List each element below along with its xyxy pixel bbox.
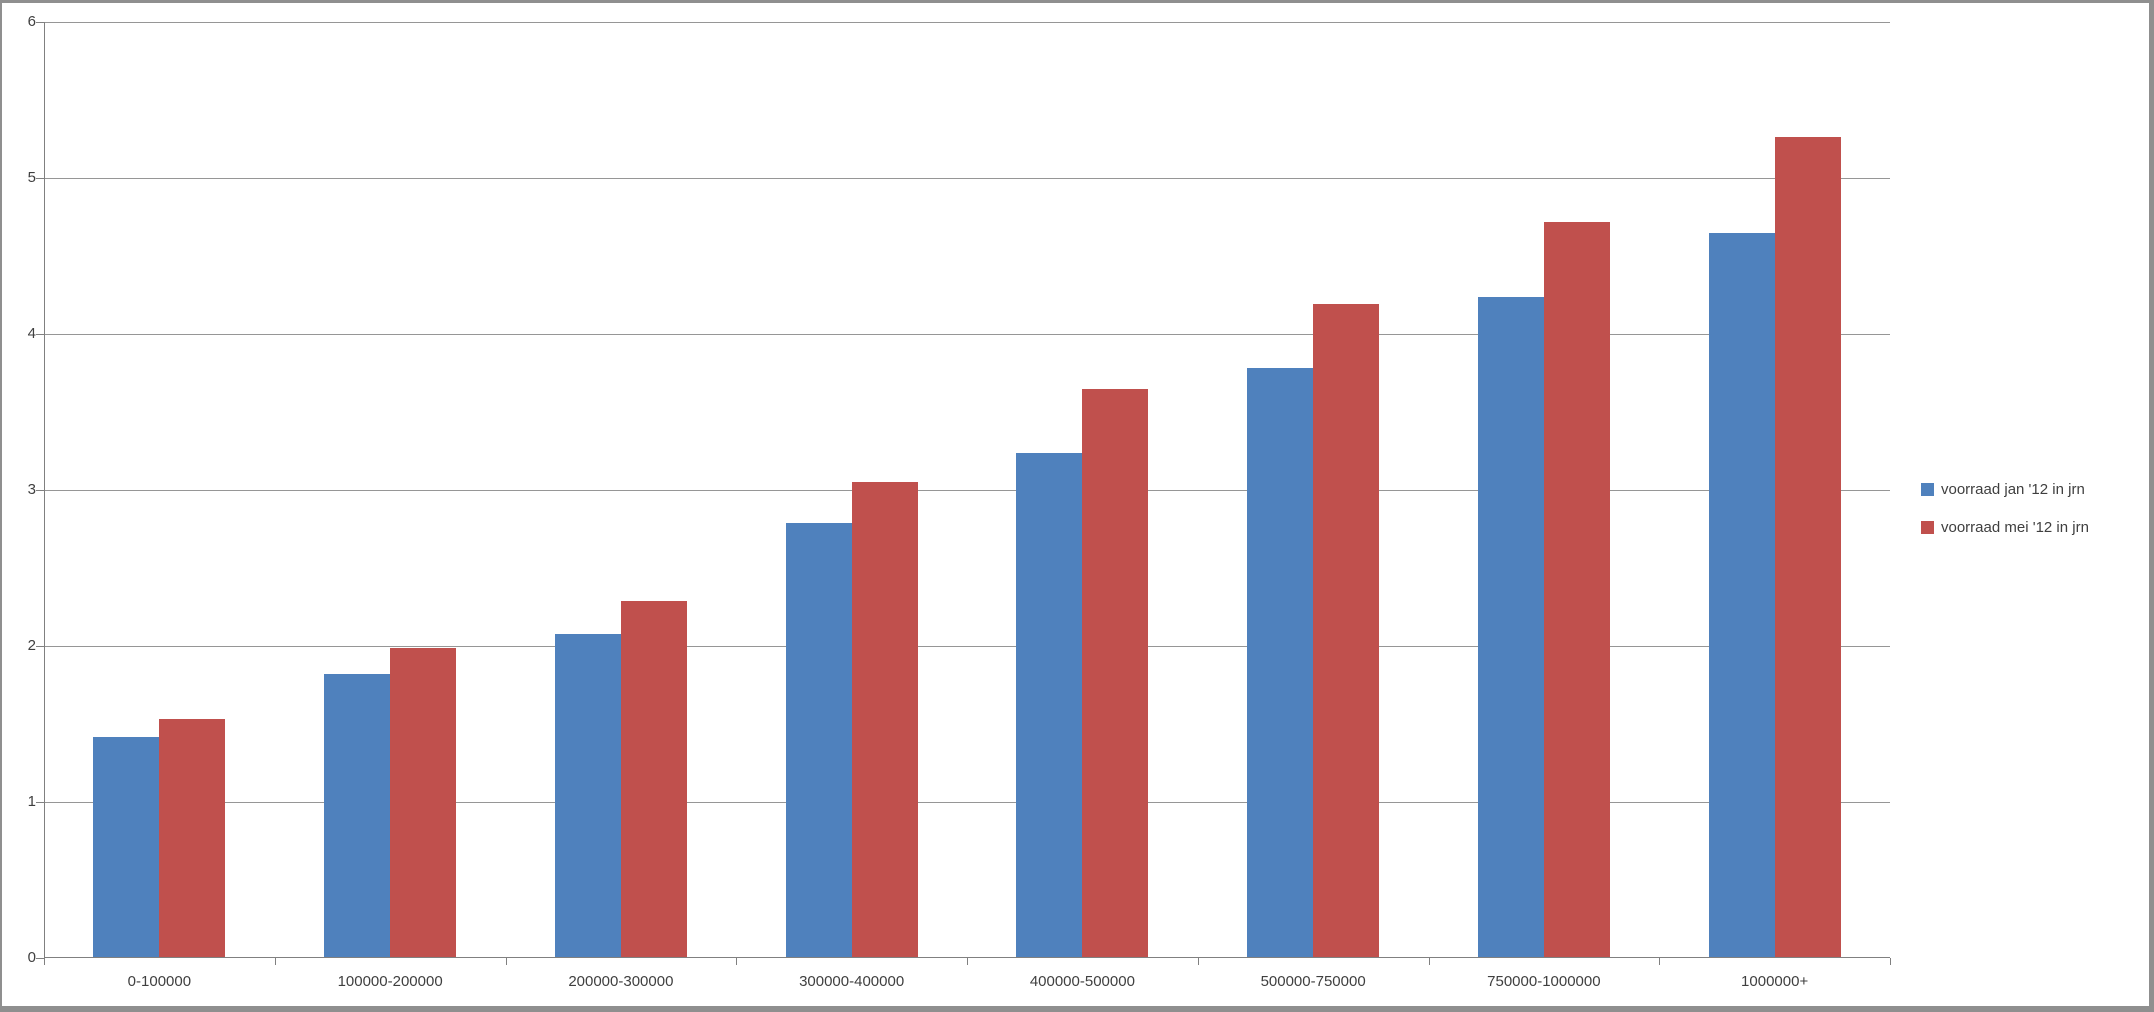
bar-series1-1000000+[interactable]	[1774, 137, 1841, 958]
y-axis-label-6: 6	[27, 13, 36, 30]
bar-series0-400000-500000[interactable]	[1016, 452, 1083, 958]
category-group-5	[1198, 22, 1429, 958]
y-axis-label-2: 2	[27, 637, 36, 654]
x-axis-label-2: 200000-300000	[568, 973, 674, 990]
bar-series0-100000-200000[interactable]	[324, 674, 391, 958]
x-tick-7	[1659, 958, 1661, 965]
y-tick-1	[36, 802, 44, 803]
gridline-y-6	[44, 22, 1890, 23]
x-tick-1	[274, 958, 276, 965]
legend-label: voorraad jan '12 in jrn	[1941, 480, 2085, 498]
gridline-y-1	[44, 802, 1890, 803]
bars-row	[44, 22, 1890, 958]
legend-item-0[interactable]: voorraad jan '12 in jrn	[1921, 480, 2089, 498]
category-group-1	[275, 22, 506, 958]
y-tick-2	[36, 646, 44, 647]
category-group-7	[1659, 22, 1890, 958]
bar-series0-750000-1000000[interactable]	[1477, 296, 1544, 958]
y-tick-0	[36, 958, 44, 959]
y-axis-label-1: 1	[27, 793, 36, 810]
x-tick-4	[967, 958, 968, 965]
gridline-y-3	[44, 490, 1890, 491]
y-axis-label-0: 0	[27, 949, 36, 966]
bar-series1-200000-300000[interactable]	[620, 600, 687, 958]
x-axis-label-4: 400000-500000	[1029, 973, 1135, 990]
y-axis-line	[44, 22, 45, 965]
y-tick-6	[36, 22, 44, 23]
category-group-2	[506, 22, 737, 958]
gridline-y-5	[44, 178, 1890, 179]
bar-series0-200000-300000[interactable]	[554, 633, 621, 958]
x-tick-3	[736, 958, 738, 965]
x-axis-line	[44, 957, 1890, 958]
x-axis-label-3: 300000-400000	[799, 973, 905, 990]
bar-series1-750000-1000000[interactable]	[1543, 221, 1610, 958]
category-group-0	[44, 22, 275, 958]
y-axis-label-5: 5	[27, 169, 36, 186]
bar-series1-500000-750000[interactable]	[1313, 304, 1380, 958]
x-axis-labels: 0-100000 100000-200000 200000-300000 300000…	[44, 973, 1890, 991]
y-axis-label-4: 4	[27, 325, 36, 342]
legend-label: voorraad mei '12 in jrn	[1941, 518, 2089, 536]
x-axis-label-1: 100000-200000	[337, 973, 443, 990]
bar-series1-300000-400000[interactable]	[851, 482, 918, 958]
bar-series0-0-100000[interactable]	[93, 736, 160, 958]
legend: voorraad jan '12 in jrn voorraad mei '12 …	[1921, 480, 2089, 536]
gridline-y-2	[44, 646, 1890, 647]
category-group-4	[967, 22, 1198, 958]
category-group-3	[736, 22, 967, 958]
plot-area	[36, 22, 1891, 965]
legend-marker-icon	[1921, 520, 1934, 534]
gridline-y-4	[44, 334, 1890, 335]
bar-series1-400000-500000[interactable]	[1082, 388, 1149, 958]
x-tick-6	[1428, 958, 1430, 965]
x-axis-label-0: 0-100000	[127, 973, 192, 990]
bar-series1-100000-200000[interactable]	[390, 647, 457, 958]
y-tick-4	[36, 334, 44, 335]
bar-series0-300000-400000[interactable]	[785, 522, 852, 958]
y-tick-3	[36, 490, 44, 491]
x-axis-label-7: 1000000+	[1741, 973, 1809, 990]
bar-series0-500000-750000[interactable]	[1247, 368, 1314, 958]
x-axis-label-6: 750000-1000000	[1487, 973, 1601, 990]
x-tick-8	[1890, 958, 1891, 965]
x-tick-2	[505, 958, 507, 965]
legend-marker-icon	[1921, 482, 1934, 496]
bar-series1-0-100000[interactable]	[159, 719, 226, 958]
category-group-6	[1429, 22, 1660, 958]
y-tick-5	[36, 178, 44, 179]
x-axis-label-5: 500000-750000	[1260, 973, 1366, 990]
y-axis-label-3: 3	[27, 481, 36, 498]
x-tick-0	[44, 958, 45, 965]
legend-item-1[interactable]: voorraad mei '12 in jrn	[1921, 518, 2089, 536]
bar-series0-1000000+[interactable]	[1708, 232, 1775, 958]
x-tick-5	[1197, 958, 1199, 965]
